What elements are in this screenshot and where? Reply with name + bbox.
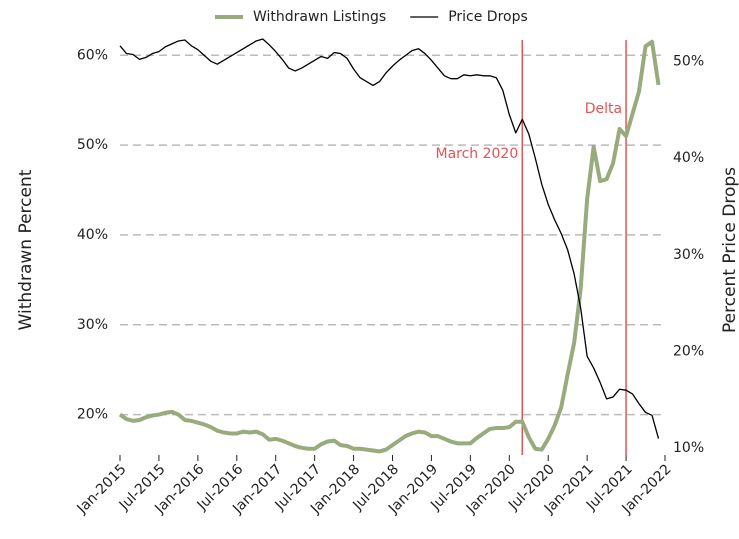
y2-tick-label: 10%: [673, 440, 704, 456]
y-tick-label: 50%: [77, 137, 108, 153]
x-tick-label: Jan-2015: [74, 461, 130, 517]
legend-label: Price Drops: [448, 9, 528, 25]
y2-tick-label: 20%: [673, 343, 704, 359]
y-tick-label: 30%: [77, 317, 108, 333]
y-tick-label: 40%: [77, 227, 108, 243]
y-tick-label: 20%: [77, 407, 108, 423]
y2-tick-label: 30%: [673, 247, 704, 263]
annotation-text: Delta: [585, 101, 622, 117]
series-line: [118, 39, 661, 454]
y-tick-label: 60%: [77, 47, 108, 63]
y2-tick-label: 50%: [673, 53, 704, 69]
y2-axis-label: Percent Price Drops: [720, 167, 739, 333]
series-line: [119, 38, 660, 439]
y-axis-label: Withdrawn Percent: [16, 169, 36, 330]
annotation-text: March 2020: [435, 146, 518, 162]
y2-tick-label: 40%: [673, 150, 704, 166]
legend-label: Withdrawn Listings: [253, 9, 386, 25]
